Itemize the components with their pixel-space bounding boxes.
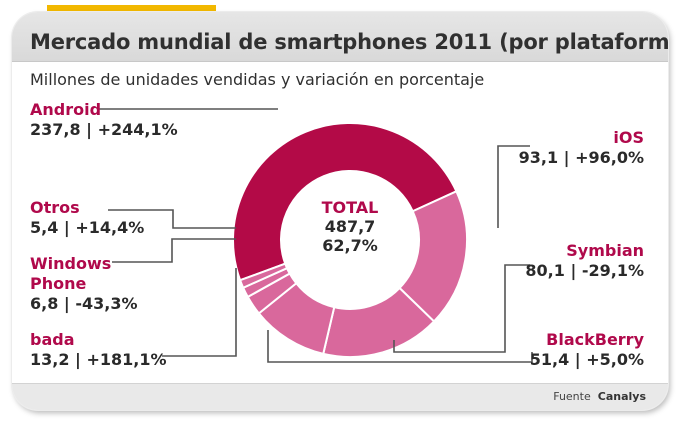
label-ios-name: iOS	[613, 128, 644, 147]
center-change: 62,7%	[322, 236, 378, 255]
label-bada: bada 13,2 | +181,1%	[30, 330, 167, 370]
center-total: 487,7	[324, 217, 376, 236]
source-credit: Fuente Canalys	[553, 390, 646, 403]
label-android-name: Android	[30, 100, 102, 119]
leader-line-otros	[108, 209, 236, 229]
label-ios-value: 93,1 | +96,0%	[518, 148, 644, 167]
donut-center-label: TOTAL 487,7 62,7%	[300, 198, 400, 255]
leader-line-windows-phone	[112, 238, 236, 263]
chart-card: Mercado mundial de smartphones 2011 (por…	[12, 12, 668, 410]
label-ios: iOS 93,1 | +96,0%	[519, 128, 644, 168]
label-bada-value: 13,2 | +181,1%	[30, 350, 167, 369]
title-bar: Mercado mundial de smartphones 2011 (por…	[12, 12, 668, 62]
label-symbian: Symbian 80,1 | -29,1%	[525, 241, 644, 281]
leader-line-bada	[162, 268, 237, 357]
label-android-value: 237,8 | +244,1%	[30, 120, 178, 139]
footer-bar: Fuente Canalys	[12, 383, 668, 410]
label-blackberry: BlackBerry 51,4 | +5,0%	[530, 330, 644, 370]
source-name: Canalys	[597, 390, 646, 403]
label-windows-phone-value: 6,8 | -43,3%	[30, 294, 138, 313]
chart-title: Mercado mundial de smartphones 2011 (por…	[30, 30, 668, 54]
label-blackberry-value: 51,4 | +5,0%	[529, 350, 644, 369]
label-windows-phone-name: Windows Phone	[30, 254, 112, 293]
label-bada-name: bada	[30, 330, 75, 349]
label-symbian-name: Symbian	[566, 241, 644, 260]
center-title: TOTAL	[321, 198, 379, 217]
donut-slice-android	[232, 122, 458, 282]
label-otros-name: Otros	[30, 198, 80, 217]
leader-line-symbian	[393, 264, 530, 353]
label-android: Android 237,8 | +244,1%	[30, 100, 178, 140]
label-symbian-value: 80,1 | -29,1%	[525, 261, 644, 280]
label-blackberry-name: BlackBerry	[546, 330, 644, 349]
label-otros: Otros 5,4 | +14,4%	[30, 198, 144, 238]
source-prefix: Fuente	[553, 390, 591, 403]
leader-line-blackberry	[267, 330, 533, 363]
leader-line-ios	[497, 145, 530, 228]
chart-subtitle: Millones de unidades vendidas y variació…	[30, 70, 485, 89]
donut-slice-otros	[238, 262, 289, 290]
label-otros-value: 5,4 | +14,4%	[30, 218, 145, 237]
label-windows-phone: Windows Phone 6,8 | -43,3%	[30, 254, 150, 314]
